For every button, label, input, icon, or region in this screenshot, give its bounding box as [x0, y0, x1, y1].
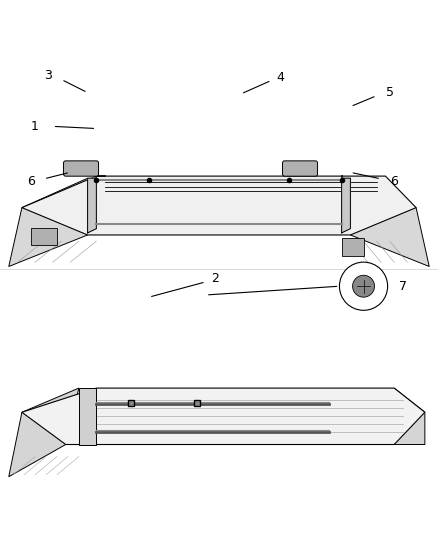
- Polygon shape: [9, 178, 88, 266]
- Text: 7: 7: [399, 280, 407, 293]
- Polygon shape: [9, 388, 79, 477]
- Polygon shape: [342, 178, 350, 233]
- Polygon shape: [22, 388, 425, 445]
- Text: 2: 2: [211, 272, 219, 285]
- Polygon shape: [22, 176, 416, 235]
- Polygon shape: [394, 388, 425, 445]
- Text: 3: 3: [44, 69, 52, 83]
- Text: 4: 4: [276, 71, 284, 84]
- FancyBboxPatch shape: [283, 161, 318, 176]
- FancyBboxPatch shape: [342, 238, 364, 256]
- Text: 6: 6: [27, 175, 35, 188]
- Polygon shape: [88, 178, 96, 233]
- Polygon shape: [350, 178, 429, 266]
- Polygon shape: [79, 388, 96, 445]
- FancyBboxPatch shape: [31, 228, 57, 246]
- Text: 6: 6: [390, 175, 398, 188]
- Circle shape: [353, 275, 374, 297]
- Text: 1: 1: [31, 120, 39, 133]
- Circle shape: [339, 262, 388, 310]
- FancyBboxPatch shape: [64, 161, 99, 176]
- Text: 5: 5: [386, 86, 394, 99]
